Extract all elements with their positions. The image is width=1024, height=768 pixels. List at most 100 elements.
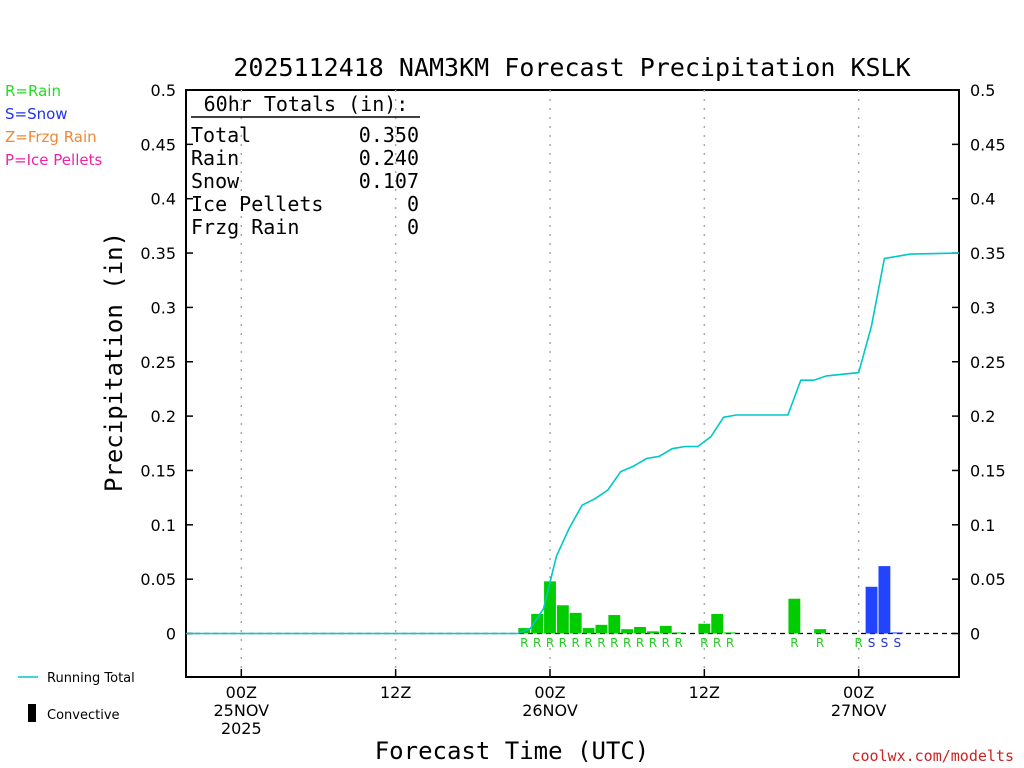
x-tick-label: 12Z [380, 683, 411, 702]
precip-type-label: R [662, 636, 670, 650]
precip-type-label: R [559, 636, 567, 650]
y-tick-label-left: 0 [166, 625, 176, 644]
y-tick-label-right: 0 [970, 625, 980, 644]
convective-legend-swatch [28, 704, 36, 722]
precip-type-legend: R=Rain S=Snow Z=Frzg Rain P=Ice Pellets [5, 82, 102, 169]
x-tick-label: 00Z [226, 683, 257, 702]
precip-type-label: R [533, 636, 541, 650]
precip-type-label: R [584, 636, 592, 650]
x-tick-label: 26NOV [522, 701, 578, 720]
totals-row-value: 0.240 [359, 146, 419, 170]
precip-type-label: S [893, 636, 901, 650]
y-tick-label-left: 0.35 [140, 244, 176, 263]
precip-bar [814, 629, 827, 634]
y-tick-label-left: 0.05 [140, 570, 176, 589]
gridlines [186, 90, 959, 677]
precip-type-label: R [520, 636, 528, 650]
y-tick-label-right: 0.1 [970, 516, 995, 535]
x-tick-label: 00Z [534, 683, 565, 702]
credit-text: coolwx.com/modelts [851, 747, 1014, 765]
precip-bar [724, 632, 736, 634]
precip-bar [711, 613, 724, 634]
precip-type-label: R [623, 636, 631, 650]
precip-bar [556, 605, 569, 634]
precip-type-label: R [855, 636, 863, 650]
x-tick-label: 00Z [843, 683, 874, 702]
precip-bar [595, 624, 608, 634]
totals-row-label: Ice Pellets [191, 192, 323, 216]
totals-row-value: 0.107 [359, 169, 419, 193]
totals-row-label: Total [191, 123, 251, 147]
precip-bar [634, 626, 646, 634]
totals-row-value: 0.350 [359, 123, 419, 147]
y-tick-label-left: 0.5 [151, 81, 176, 100]
precip-type-label: R [597, 636, 605, 650]
y-tick-label-right: 0.5 [970, 81, 995, 100]
precip-bars [518, 566, 904, 634]
precip-bar [608, 615, 621, 634]
precip-bar [698, 623, 711, 634]
totals-row-value: 0 [407, 192, 419, 216]
running-total-line [186, 252, 960, 635]
x-tick-label: 27NOV [831, 701, 887, 720]
precip-bar [544, 581, 556, 634]
y-tick-label-right: 0.15 [970, 461, 1006, 480]
precip-bar [672, 632, 685, 634]
precip-type-label: R [790, 636, 798, 650]
y-axis-right: 0 0.05 0.1 0.15 0.2 0.25 0.3 0.35 0.4 0.45 0.5 [952, 81, 1006, 644]
x-tick-label: 12Z [689, 683, 720, 702]
x-tick-label: 25NOV [214, 701, 270, 720]
precip-type-label: S [881, 636, 889, 650]
y-tick-label-left: 0.4 [151, 190, 176, 209]
y-tick-label-right: 0.4 [970, 190, 995, 209]
chart-title: 2025112418 NAM3KM Forecast Precipitation… [233, 53, 910, 82]
y-tick-label-left: 0.25 [140, 353, 176, 372]
y-axis-label: Precipitation (in) [100, 232, 128, 492]
y-tick-label-right: 0.2 [970, 407, 995, 426]
y-tick-label-right: 0.35 [970, 244, 1006, 263]
totals-row-label: Rain [191, 146, 239, 170]
precip-bar [531, 613, 544, 634]
totals-box: 60hr Totals (in): Total 0.350 Rain 0.240 Sno… [191, 92, 420, 239]
precip-bar [788, 598, 801, 634]
precip-bar [659, 625, 672, 634]
precip-type-label: R [636, 636, 644, 650]
y-tick-label-left: 0.15 [140, 461, 176, 480]
precip-bar [878, 566, 891, 634]
x-tick-label: 2025 [221, 719, 262, 738]
y-tick-label-right: 0.25 [970, 353, 1006, 372]
precip-type-label: S [868, 636, 876, 650]
totals-row-label: Frzg Rain [191, 215, 299, 239]
y-tick-label-right: 0.45 [970, 135, 1006, 154]
precip-bar [646, 631, 659, 634]
x-axis-label: Forecast Time (UTC) [375, 737, 650, 765]
totals-header: 60hr Totals (in): [204, 92, 409, 116]
precip-type-legend-entry: Z=Frzg Rain [5, 128, 97, 146]
totals-row-label: Snow [191, 169, 240, 193]
running-total-legend-label: Running Total [47, 671, 135, 686]
precip-type-legend-entry: S=Snow [5, 105, 68, 123]
precip-type-label: R [726, 636, 734, 650]
running-total-polyline [186, 252, 960, 635]
precip-type-legend-entry: P=Ice Pellets [5, 151, 102, 169]
plot-frame [185, 89, 960, 678]
precip-type-label: R [674, 636, 682, 650]
precip-type-label: R [610, 636, 618, 650]
y-tick-label-left: 0.3 [151, 298, 176, 317]
y-axis-left: 0 0.05 0.1 0.15 0.2 0.25 0.3 0.35 0.4 0.45 0.5 [140, 81, 193, 644]
precip-type-label: R [713, 636, 721, 650]
precip-bar [582, 628, 595, 634]
y-tick-label-right: 0.05 [970, 570, 1006, 589]
y-tick-label-right: 0.3 [970, 298, 995, 317]
precip-type-label: R [546, 636, 554, 650]
precip-bar [569, 612, 582, 634]
y-tick-label-left: 0.45 [140, 135, 176, 154]
precip-type-label: R [816, 636, 824, 650]
totals-row-value: 0 [407, 215, 419, 239]
totals-rows: Total 0.350 Rain 0.240 Snow 0.107 Ice Pellets 0… [191, 123, 419, 239]
precip-bar [865, 586, 878, 634]
precip-type-label: R [700, 636, 708, 650]
